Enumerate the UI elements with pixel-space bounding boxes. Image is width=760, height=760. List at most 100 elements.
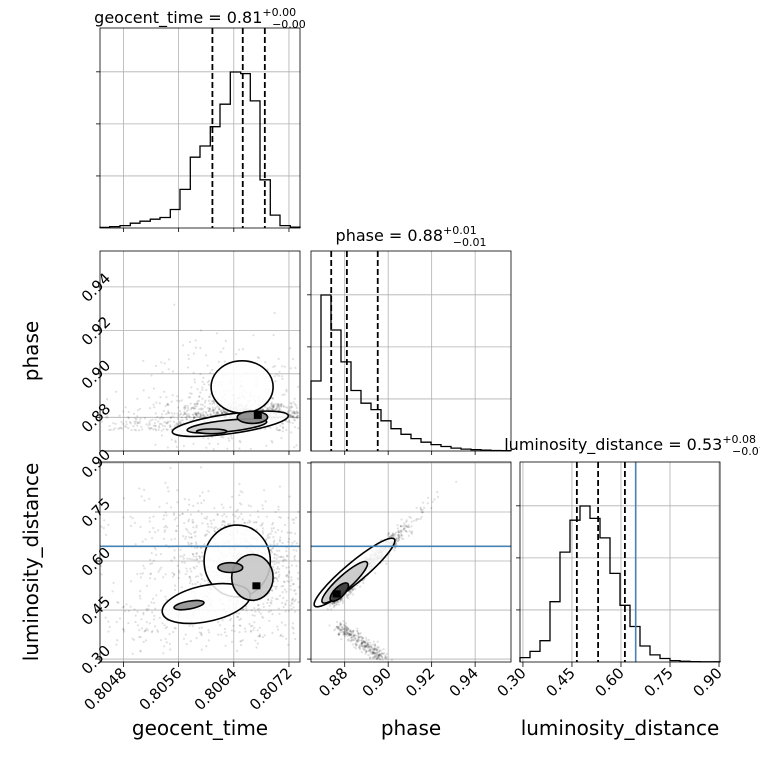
sample-point: [191, 518, 194, 522]
sample-point: [377, 656, 380, 659]
sample-point: [291, 518, 294, 521]
sample-point: [373, 655, 376, 658]
sample-point: [436, 491, 439, 494]
sample-point: [379, 649, 382, 652]
sample-point: [188, 575, 191, 579]
sample-point: [204, 399, 207, 402]
sample-point: [286, 406, 289, 409]
sample-point: [215, 411, 218, 414]
sample-point: [153, 577, 156, 581]
sample-point: [374, 655, 377, 659]
sample-point: [351, 638, 354, 642]
sample-point: [196, 402, 199, 405]
sample-point: [289, 415, 292, 418]
sample-point: [344, 624, 347, 627]
sample-point: [291, 622, 294, 625]
sample-point: [149, 572, 152, 575]
sample-point: [157, 529, 160, 532]
sample-point: [372, 656, 375, 659]
sample-point: [371, 652, 374, 655]
sample-point: [132, 425, 135, 428]
sample-point: [148, 423, 152, 426]
sample-point: [277, 570, 280, 574]
sample-point: [402, 527, 406, 531]
sample-point: [295, 412, 298, 415]
sample-point: [399, 531, 402, 534]
sample-point: [193, 415, 196, 419]
sample-point: [187, 531, 190, 534]
sample-point: [177, 576, 180, 580]
sample-point: [177, 406, 180, 409]
sample-point: [107, 620, 110, 623]
sample-point: [152, 424, 155, 427]
sample-point: [275, 407, 278, 410]
sample-point: [335, 625, 339, 628]
sample-point: [191, 413, 194, 416]
sample-point: [370, 652, 373, 655]
sample-point: [371, 647, 374, 651]
sample-point: [404, 524, 407, 527]
sample-point: [275, 597, 278, 601]
sample-point: [195, 405, 198, 408]
sample-point: [288, 421, 291, 424]
sample-point: [356, 630, 359, 633]
sample-point: [173, 412, 176, 415]
sample-point: [343, 632, 346, 636]
sample-point: [273, 560, 276, 563]
sample-point: [237, 616, 240, 619]
sample-point: [360, 641, 363, 645]
sample-point: [178, 420, 181, 423]
sample-point: [282, 427, 285, 430]
sample-point: [421, 508, 424, 512]
sample-point: [140, 425, 143, 428]
sample-point: [161, 417, 164, 420]
sample-point: [125, 425, 128, 429]
sample-point: [376, 650, 379, 654]
sample-point: [182, 413, 185, 416]
sample-point: [371, 647, 375, 650]
sample-point: [280, 403, 283, 406]
sample-point: [223, 631, 227, 634]
sample-point: [261, 615, 264, 618]
sample-point: [189, 640, 192, 643]
sample-point: [202, 376, 205, 379]
sample-point: [285, 388, 288, 391]
sample-point: [232, 624, 235, 627]
sample-point: [151, 597, 155, 600]
sample-point: [274, 576, 277, 579]
sample-point: [373, 648, 377, 651]
sample-point: [256, 510, 259, 513]
sample-point: [281, 591, 284, 594]
sample-point: [369, 648, 372, 651]
sample-point: [149, 419, 152, 422]
sample-point: [252, 521, 255, 524]
sample-point: [271, 407, 274, 410]
sample-point: [340, 629, 343, 632]
sample-point: [291, 415, 294, 418]
sample-point: [164, 627, 167, 630]
sample-point: [195, 524, 198, 527]
sample-point: [226, 447, 229, 450]
sample-point: [282, 405, 285, 408]
sample-point: [105, 533, 108, 536]
sample-point: [291, 416, 294, 419]
sample-point: [222, 410, 225, 413]
sample-point: [351, 587, 355, 591]
sample-point: [150, 631, 153, 634]
sample-point: [142, 611, 145, 615]
sample-point: [345, 593, 348, 596]
sample-point: [282, 596, 285, 600]
sample-point: [348, 634, 351, 637]
sample-point: [275, 585, 278, 588]
sample-point: [389, 534, 393, 537]
sample-point: [127, 417, 131, 420]
title-lower-error: −0.01: [453, 236, 487, 249]
sample-point: [136, 421, 139, 424]
sample-point: [297, 385, 300, 388]
sample-point: [162, 517, 165, 521]
sample-point: [100, 525, 103, 528]
title-upper-error: +0.08: [722, 433, 756, 446]
sample-point: [274, 585, 277, 588]
sample-point: [273, 404, 276, 407]
sample-point: [360, 635, 363, 639]
